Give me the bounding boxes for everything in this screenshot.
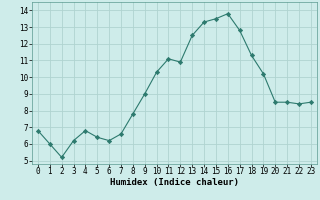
X-axis label: Humidex (Indice chaleur): Humidex (Indice chaleur) [110,178,239,187]
